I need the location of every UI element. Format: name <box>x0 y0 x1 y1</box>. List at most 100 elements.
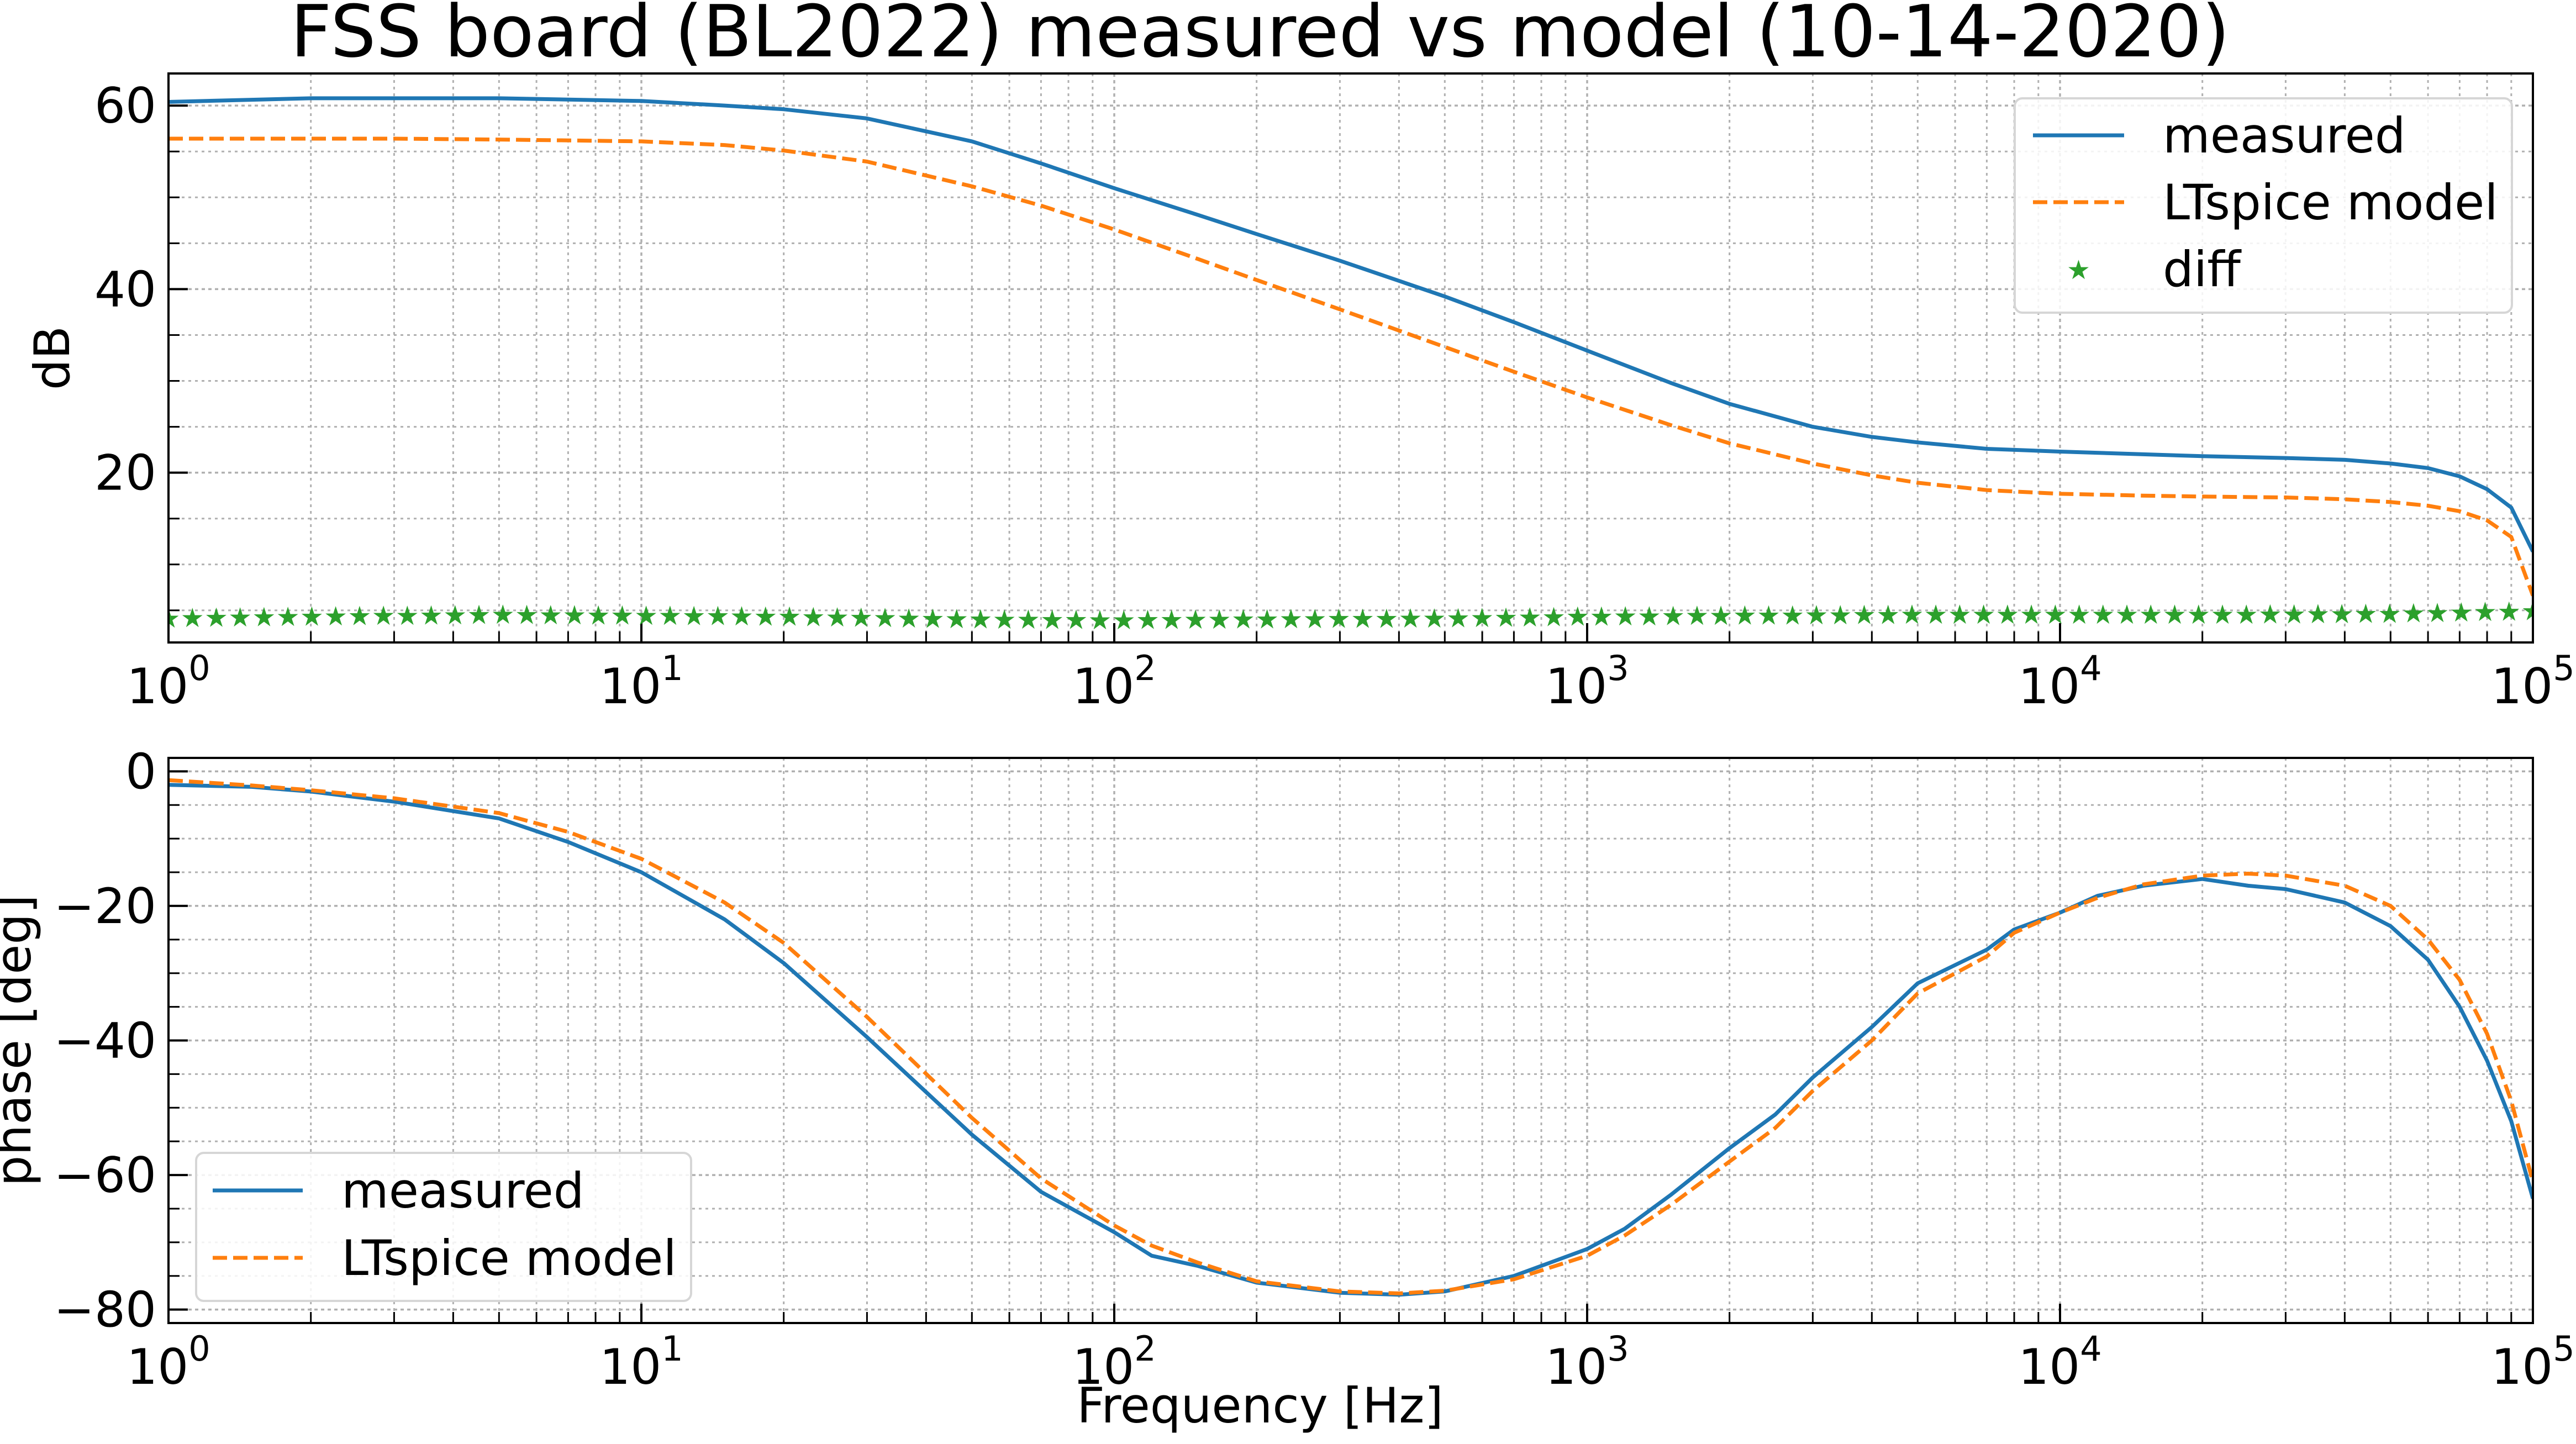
diff-marker: ★ <box>156 603 180 634</box>
diff-marker: ★ <box>2426 598 2449 629</box>
diff-marker: ★ <box>2067 599 2091 630</box>
legend-entry-label: measured <box>2163 107 2406 164</box>
diff-marker: ★ <box>1661 600 1685 631</box>
diff-marker: ★ <box>587 600 610 631</box>
diff-marker: ★ <box>467 600 491 631</box>
diff-marker: ★ <box>204 603 228 634</box>
diff-marker: ★ <box>802 602 825 633</box>
diff-marker: ★ <box>372 600 396 631</box>
grid <box>167 73 2534 642</box>
diff-marker: ★ <box>1709 600 1733 631</box>
diff-marker: ★ <box>825 602 849 633</box>
diff-marker: ★ <box>181 603 204 634</box>
legend-entry-label: LTspice model <box>341 1230 677 1287</box>
diff-marker: ★ <box>1160 604 1183 635</box>
diff-marker: ★ <box>1566 602 1589 633</box>
diff-marker: ★ <box>778 602 802 633</box>
diff-marker: ★ <box>2115 599 2139 630</box>
diff-marker: ★ <box>634 600 658 631</box>
x-tick-label: 101 <box>599 648 683 715</box>
diff-marker: ★ <box>610 600 634 631</box>
plot-area: ★ ★ ★ ★ ★ ★ ★ ★ ★ ★ ★ ★ ★ ★ ★ ★ ★ ★ ★ ★ ★ ★ ★ ★ ★ ★ ★ ★ ★ ★ ★ ★ ★ ★ ★ ★ ★ ★ ★ ★… <box>156 96 2533 636</box>
diff-marker: ★ <box>1423 603 1446 634</box>
diff-marker: ★ <box>1399 603 1423 634</box>
diff-marker: ★ <box>1136 605 1160 636</box>
chart-title: FSS board (BL2022) measured vs model (10… <box>291 0 2230 73</box>
diff-marker: ★ <box>1948 599 1972 630</box>
diff-marker: ★ <box>1183 604 1207 635</box>
diff-marker: ★ <box>1064 605 1088 636</box>
model-series-line <box>168 136 2533 597</box>
diff-marker: ★ <box>2163 599 2187 630</box>
diff-marker: ★ <box>2330 599 2354 630</box>
diff-marker: ★ <box>1900 599 1924 630</box>
diff-marker: ★ <box>347 601 371 632</box>
x-tick-label: 102 <box>1072 648 1156 715</box>
diff-marker: ★ <box>993 604 1016 635</box>
diff-marker: ★ <box>658 600 682 631</box>
diff-marker: ★ <box>1112 605 1136 636</box>
legend: measured LTspice model ★ diff <box>2014 97 2513 314</box>
diff-marker: ★ <box>1303 604 1327 635</box>
diff-marker: ★ <box>2235 599 2258 630</box>
x-tick-label: 105 <box>2491 648 2574 715</box>
plot-area <box>168 778 2533 1297</box>
diff-marker: ★ <box>2282 599 2306 630</box>
diff-marker: ★ <box>300 601 324 632</box>
diff-marker: ★ <box>2139 599 2163 630</box>
axes-frame <box>167 72 2534 644</box>
diff-marker: ★ <box>1589 601 1613 632</box>
diff-marker: ★ <box>968 604 992 635</box>
diff-marker: ★ <box>897 603 921 634</box>
measured-series-line <box>168 783 2533 1297</box>
diff-marker: ★ <box>945 604 968 635</box>
diff-marker: ★ <box>1972 599 1995 630</box>
diff-marker: ★ <box>1470 603 1494 634</box>
diff-marker: ★ <box>443 600 467 631</box>
diff-marker: ★ <box>2354 599 2378 630</box>
diff-marker: ★ <box>2306 599 2330 630</box>
y-tick-label: −40 <box>54 1013 156 1069</box>
x-tick-label: 101 <box>599 1329 683 1395</box>
diff-marker: ★ <box>1255 604 1279 635</box>
diff-marker: ★ <box>2210 599 2234 630</box>
x-tick-label: 103 <box>1545 648 1629 715</box>
diff-marker: ★ <box>1733 600 1757 631</box>
x-tick-label: 104 <box>2018 648 2101 715</box>
diff-marker: ★ <box>1829 600 1852 631</box>
measured-series-line <box>168 96 2533 553</box>
diff-marker: ★ <box>1852 600 1876 631</box>
diff-marker: ★ <box>491 599 515 630</box>
legend-entry-label: LTspice model <box>2163 174 2498 231</box>
diff-marker: ★ <box>419 600 443 631</box>
diff-marker: ★ <box>2378 599 2401 630</box>
diff-marker: ★ <box>682 600 706 631</box>
diff-marker: ★ <box>2020 599 2043 630</box>
diff-marker: ★ <box>1995 599 2019 630</box>
legend-marker: ★ <box>2067 255 2090 286</box>
diff-marker: ★ <box>1208 604 1231 635</box>
x-tick-label: 100 <box>127 648 210 715</box>
y-tick-label: 40 <box>94 261 156 318</box>
legend: measured LTspice model <box>195 1152 692 1302</box>
diff-marker: ★ <box>2473 597 2497 628</box>
y-axis-label: dB <box>24 326 81 390</box>
x-tick-label: 105 <box>2491 1329 2574 1395</box>
diff-marker: ★ <box>2497 596 2521 627</box>
legend-frame <box>2014 97 2513 314</box>
diff-marker: ★ <box>1685 600 1709 631</box>
diff-marker: ★ <box>849 603 873 634</box>
diff-marker: ★ <box>706 601 730 632</box>
diff-marker: ★ <box>2043 599 2067 630</box>
axes-frame <box>167 757 2534 1324</box>
y-tick-label: 0 <box>125 743 156 800</box>
diff-marker: ★ <box>2401 598 2425 629</box>
diff-marker: ★ <box>1518 602 1542 633</box>
x-tick-label: 103 <box>1545 1329 1629 1395</box>
diff-marker: ★ <box>754 601 777 632</box>
y-tick-label: −80 <box>54 1282 156 1338</box>
diff-marker: ★ <box>1542 602 1566 633</box>
diff-marker: ★ <box>1924 599 1948 630</box>
